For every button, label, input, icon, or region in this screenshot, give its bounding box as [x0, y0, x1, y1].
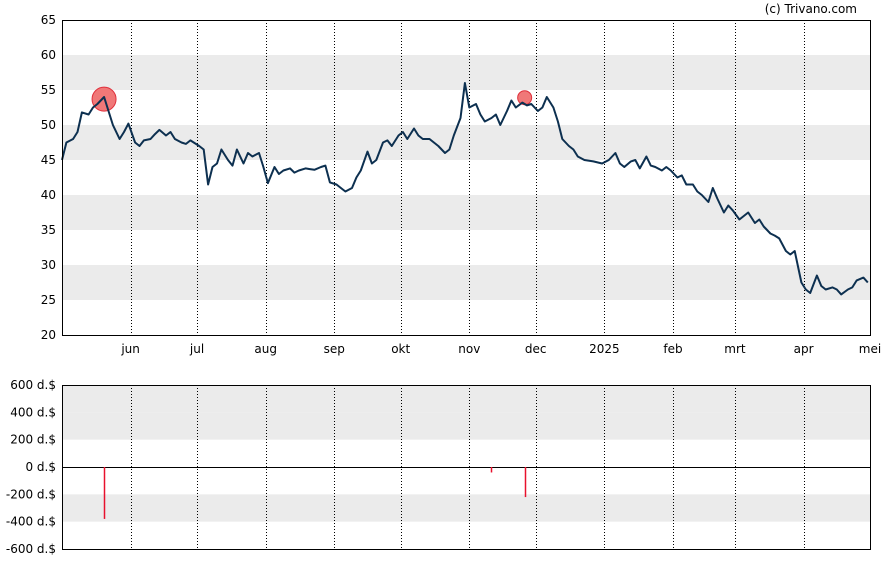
- price-band: [62, 125, 870, 160]
- price-y-axis-ticks: 20 25 30 35 40 45 50 55 60 65: [41, 13, 56, 342]
- panel-frames: [62, 20, 871, 550]
- volume-panel-frame: [62, 385, 871, 550]
- volume-y-axis-ticks: -600 d.$ -400 d.$ -200 d.$ 0 d.$ 200 d.$ 400 …: [6, 378, 56, 556]
- month-tick-label: mei: [859, 342, 881, 356]
- price-band: [62, 265, 870, 300]
- price-y-tick-label: 30: [41, 258, 56, 272]
- volume-band: [62, 412, 870, 440]
- price-y-tick-label: 25: [41, 293, 56, 307]
- volume-y-tick-label: -200 d.$: [6, 487, 56, 501]
- month-tick-label: mrt: [724, 342, 746, 356]
- volume-band: [62, 385, 870, 413]
- volume-bars: [62, 467, 870, 519]
- month-tick-label: apr: [794, 342, 814, 356]
- credit-text: (c) Trivano.com: [765, 2, 857, 16]
- volume-y-tick-label: -400 d.$: [6, 515, 56, 529]
- month-tick-label: sep: [324, 342, 345, 356]
- volume-panel-bands: [62, 385, 870, 522]
- month-tick-label: aug: [254, 342, 277, 356]
- month-tick-label: okt: [391, 342, 410, 356]
- price-y-tick-label: 50: [41, 118, 56, 132]
- price-y-tick-label: 55: [41, 83, 56, 97]
- price-panel-frame: [62, 20, 871, 336]
- month-tick-label: jul: [189, 342, 204, 356]
- price-y-tick-label: 40: [41, 188, 56, 202]
- volume-band: [62, 494, 870, 522]
- month-tick-label: 2025: [589, 342, 620, 356]
- volume-y-tick-label: 0 d.$: [25, 460, 56, 474]
- x-axis-month-labels: jun jul aug sep okt nov dec 2025 feb mrt apr mei: [120, 342, 881, 356]
- signal-marker: [517, 90, 533, 106]
- price-y-tick-label: 35: [41, 223, 56, 237]
- price-y-tick-label: 45: [41, 153, 56, 167]
- month-tick-label: jun: [120, 342, 140, 356]
- month-tick-label: feb: [663, 342, 682, 356]
- volume-y-tick-label: -600 d.$: [6, 542, 56, 556]
- volume-y-tick-label: 400 d.$: [10, 405, 56, 419]
- volume-y-tick-label: 200 d.$: [10, 433, 56, 447]
- volume-y-tick-label: 600 d.$: [10, 378, 56, 392]
- month-tick-label: dec: [525, 342, 547, 356]
- price-y-tick-label: 65: [41, 13, 56, 27]
- price-series: [61, 82, 869, 296]
- month-tick-label: nov: [458, 342, 480, 356]
- price-line: [61, 82, 869, 296]
- price-y-tick-label: 20: [41, 328, 56, 342]
- price-y-tick-label: 60: [41, 48, 56, 62]
